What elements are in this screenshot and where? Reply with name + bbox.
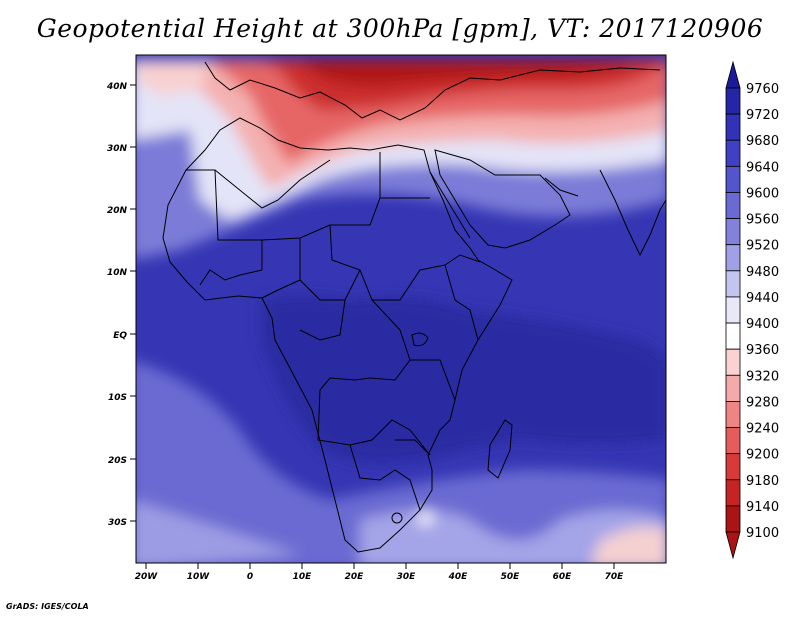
colorbar-label: 9200 [746,448,779,463]
colorbar-label: 9100 [746,526,779,541]
colorbar-band [725,192,741,219]
lon-label: 10E [293,572,313,582]
lat-axis: 40N 30N 20N 10N EQ 10S 20S 30S [106,82,136,528]
coastlines [162,61,666,553]
colorbar-arrow-bottom [725,531,741,560]
lon-label: 30E [397,572,417,582]
map-title: Geopotential Height at 300hPa [gpm], VT:… [36,14,764,43]
lat-label: 40N [106,82,128,92]
colorbar-label: 9520 [746,239,779,254]
map-frame [135,54,667,564]
lon-label: 50E [501,572,521,582]
lat-label: 10S [108,393,127,403]
lat-label: 30N [107,144,128,154]
colorbar-label: 9400 [746,317,779,332]
colorbar-label: 9140 [746,500,779,515]
lon-axis: 20W 10W 0 10E 20E 30E 40E 50E 60E 70E [135,563,624,582]
lat-label: EQ [113,331,127,341]
colorbar-band [725,427,741,455]
lon-label: 70E [605,572,625,582]
lon-label: 40E [448,572,469,582]
colorbar-band [725,348,741,376]
colorbar-label: 9760 [746,82,779,97]
colorbar-label: 9560 [746,213,779,228]
colorbar-band [725,87,741,115]
lon-label: 10W [187,572,211,582]
colorbar-band [725,139,741,167]
colorbar-label: 9280 [746,395,779,410]
colorbar: 9760 9720 9680 9640 9600 9560 9520 9480 9440 9400… [725,60,779,560]
lat-label: 30S [108,518,127,528]
colorbar-band [725,218,741,246]
colorbar-band [725,453,741,481]
colorbar-band [725,113,741,141]
lon-label: 20W [135,572,159,582]
lat-label: 10N [107,268,128,278]
lat-label: 20S [108,456,127,466]
height-field [136,55,666,563]
colorbar-band [725,165,741,193]
colorbar-label: 9320 [746,369,779,384]
credit-label: GrADS: IGES/COLA [6,602,89,611]
colorbar-label: 9440 [746,291,779,306]
colorbar-band [725,270,741,298]
lat-label: 20N [107,206,128,216]
colorbar-label: 9180 [746,474,779,489]
lon-label: 20E [345,572,365,582]
colorbar-label: 9720 [746,108,779,123]
colorbar-label: 9480 [746,265,779,280]
colorbar-label: 9640 [746,160,779,175]
colorbar-band [725,479,741,507]
lon-label: 0 [247,572,253,582]
colorbar-band [725,374,741,402]
colorbar-band [725,401,741,428]
colorbar-arrow-top [725,60,741,89]
lon-label: 60E [553,572,573,582]
colorbar-band [725,322,741,350]
colorbar-label: 9360 [746,343,779,358]
colorbar-label: 9680 [746,134,779,149]
colorbar-band [725,244,741,272]
colorbar-label: 9240 [746,422,779,437]
colorbar-label: 9600 [746,186,779,201]
colorbar-band [725,296,741,324]
colorbar-band [725,505,741,533]
